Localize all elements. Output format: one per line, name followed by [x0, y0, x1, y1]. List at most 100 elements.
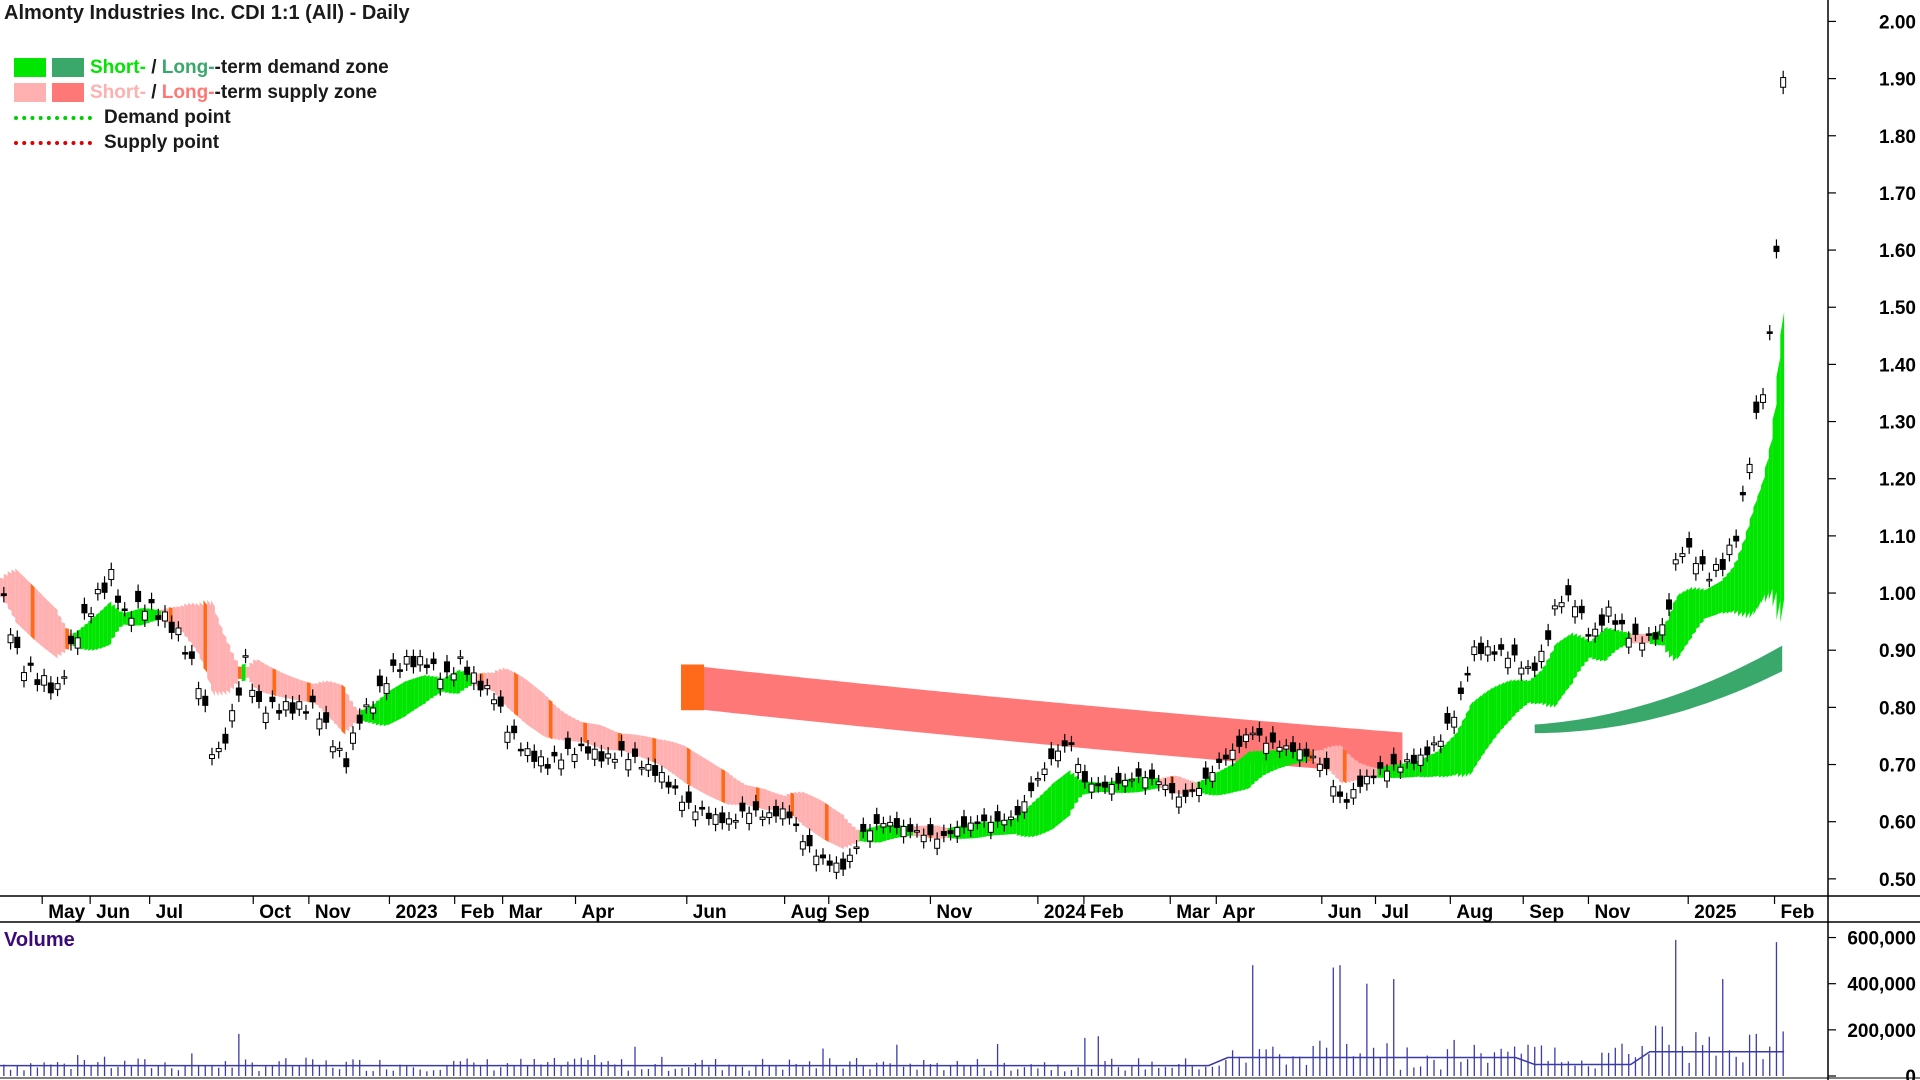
- candle-body: [309, 695, 316, 703]
- candle-body: [1780, 77, 1787, 88]
- volume-tick-label: 600,000: [1847, 929, 1916, 950]
- candle-body: [323, 712, 330, 723]
- candle-body: [1639, 642, 1646, 651]
- candle-body: [826, 860, 833, 866]
- price-tick-label: 1.60: [1879, 241, 1916, 262]
- candle-body: [537, 756, 544, 767]
- short-term-zone-segment: [218, 623, 223, 696]
- candle-body: [1746, 463, 1753, 474]
- candle-body: [1585, 634, 1592, 637]
- short-term-zone-segment: [42, 595, 46, 650]
- short-term-zone-segment: [886, 824, 891, 841]
- candle-body: [1316, 763, 1323, 771]
- candle-body: [1377, 762, 1384, 769]
- short-term-zone-segment: [341, 684, 346, 735]
- candle-body: [1726, 544, 1733, 556]
- short-term-zone-segment: [1469, 701, 1474, 776]
- short-term-zone-segment: [30, 583, 35, 640]
- short-term-zone-segment: [1047, 785, 1052, 833]
- candle-body: [1692, 563, 1699, 575]
- short-term-zone-segment: [1665, 619, 1669, 653]
- candle-body: [1773, 245, 1780, 253]
- candle-body: [242, 655, 249, 658]
- short-term-zone-segment: [606, 727, 611, 751]
- candle-body: [470, 672, 477, 684]
- legend-supply-point: Supply point: [14, 130, 389, 155]
- candle-body: [645, 763, 652, 771]
- short-term-zone-segment: [744, 784, 749, 806]
- candle-body: [1034, 777, 1041, 781]
- candle-body: [551, 751, 558, 757]
- candle-body: [1256, 728, 1263, 736]
- short-term-zone-segment: [571, 717, 576, 742]
- candle-body: [20, 672, 27, 682]
- short-term-zone-segment: [567, 715, 572, 742]
- candle-body: [1457, 687, 1464, 694]
- candle-body: [67, 635, 74, 645]
- candle-body: [1276, 746, 1283, 752]
- candle-body: [1598, 614, 1605, 626]
- short-term-zone-segment: [1561, 636, 1566, 697]
- long-supply-swatch: [52, 83, 84, 102]
- candle-body: [14, 636, 21, 649]
- short-term-zone-segment: [19, 572, 23, 630]
- date-tick-label: Feb: [1781, 902, 1815, 923]
- candle-body: [101, 582, 108, 593]
- short-term-zone-segment: [1772, 404, 1777, 607]
- short-term-zone-segment: [1216, 771, 1221, 796]
- candle-body: [54, 683, 61, 690]
- short-term-zone-segment: [1580, 636, 1585, 668]
- candle-body: [813, 855, 820, 866]
- short-term-zone-segment: [188, 602, 192, 643]
- candle-body: [833, 862, 840, 873]
- short-term-zone-segment: [1738, 549, 1742, 617]
- candle-body: [900, 826, 907, 838]
- candle-body: [1572, 606, 1579, 618]
- candle-body: [779, 808, 786, 820]
- candle-body: [1464, 672, 1471, 676]
- candle-body: [1531, 662, 1538, 671]
- short-term-zone-segment: [1442, 744, 1447, 778]
- short-term-zone-segment: [349, 700, 353, 728]
- short-term-zone-segment: [234, 659, 238, 685]
- short-term-zone-segment: [38, 591, 43, 647]
- candle-body: [1478, 642, 1485, 655]
- candle-body: [41, 675, 48, 686]
- short-term-zone-segment: [759, 787, 764, 810]
- short-term-zone-segment: [1615, 629, 1620, 651]
- candle-body: [1713, 564, 1720, 571]
- short-term-zone-segment: [49, 602, 54, 656]
- legend-demand-point-label: Demand point: [104, 106, 231, 128]
- short-term-zone-segment: [521, 676, 526, 724]
- short-term-zone-segment: [456, 669, 461, 695]
- candle-body: [1028, 782, 1035, 792]
- short-term-zone-segment: [537, 688, 541, 735]
- candle-body: [1330, 786, 1337, 797]
- short-term-zone-segment: [326, 680, 330, 718]
- short-term-zone-segment: [840, 813, 845, 850]
- short-term-zone-segment: [510, 670, 515, 713]
- short-term-zone-segment: [544, 695, 549, 739]
- candle-body: [155, 615, 162, 620]
- short-term-zone-segment: [832, 808, 837, 846]
- candle-body: [1518, 667, 1525, 675]
- candle-body: [1243, 734, 1250, 742]
- candle-body: [1424, 746, 1431, 756]
- candle-body: [887, 821, 894, 827]
- candle-body: [1491, 651, 1498, 655]
- date-tick-label: Apr: [1222, 902, 1255, 923]
- short-term-zone-segment: [1711, 584, 1716, 617]
- candle-body: [1558, 602, 1565, 608]
- candle-body: [591, 748, 598, 760]
- supply-zone-edge: [681, 664, 705, 711]
- short-term-zone-segment: [1254, 750, 1259, 782]
- legend-demand-point: Demand point: [14, 105, 389, 130]
- short-term-zone-segment: [656, 738, 660, 765]
- candle-body: [114, 595, 121, 603]
- short-term-zone-segment: [1220, 769, 1224, 796]
- short-term-zone-segment: [103, 605, 108, 648]
- candle-body: [1310, 755, 1317, 759]
- candle-body: [1451, 716, 1458, 728]
- candle-body: [1645, 633, 1652, 636]
